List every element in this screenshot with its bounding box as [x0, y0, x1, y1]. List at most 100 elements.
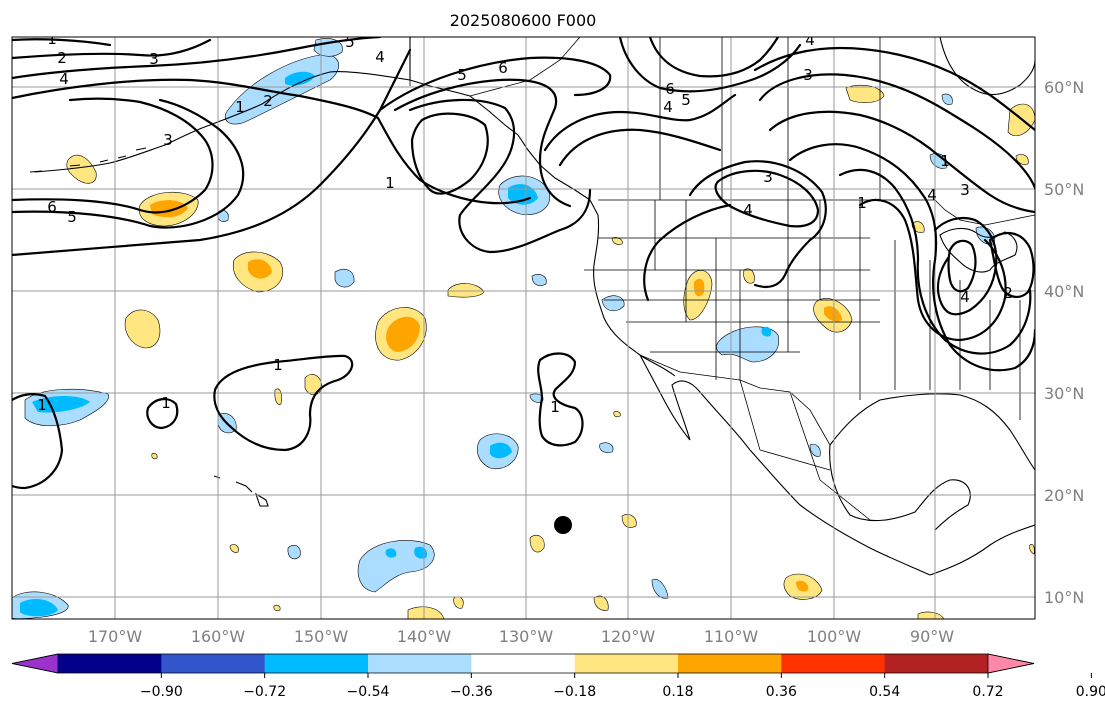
map-frame [11, 36, 1036, 620]
colorbar-tick-label: 0.36 [766, 684, 797, 700]
colorbar-tick-label: 0.18 [662, 684, 693, 700]
pos-blob-core [386, 316, 420, 352]
contour-label: 2 [1003, 284, 1013, 302]
contour-line [12, 38, 112, 47]
pos-blob [273, 604, 281, 612]
contour-label: 5 [681, 91, 691, 109]
contour-line [933, 216, 998, 316]
graticule [12, 37, 1035, 619]
colorbar-outline [11, 653, 1035, 674]
contour-label: 4 [927, 186, 937, 204]
neg-blob-core [385, 546, 428, 559]
neg-blob [601, 295, 625, 312]
contour-line [146, 398, 179, 430]
storm-center-marker [554, 516, 572, 534]
coastline-us-west [593, 214, 676, 377]
neg-blob-core [761, 326, 772, 337]
contour-line [947, 239, 977, 293]
contour-label: 6 [498, 59, 508, 77]
lon-label: 120°W [601, 627, 656, 646]
contour-label: 2 [57, 49, 67, 67]
lat-label: 30°N [1044, 384, 1084, 403]
latitude-labels: 60°N 50°N 40°N 30°N 20°N 10°N [1044, 78, 1084, 607]
contour-line [543, 93, 737, 152]
aleutian-islands [29, 147, 147, 173]
pos-blob [1015, 154, 1029, 165]
neg-blob [531, 274, 547, 286]
contour-line [12, 98, 245, 229]
lat-label: 60°N [1044, 78, 1084, 97]
contour-line [714, 169, 820, 228]
lon-label: 150°W [294, 627, 349, 646]
contour-line [12, 37, 382, 80]
pos-blob [529, 535, 545, 553]
map-area: 1 2 3 4 5 4 5 6 2 1 3 1 6 5 6 5 4 3 4 3 … [12, 30, 1035, 619]
contour-label: 3 [803, 66, 813, 84]
contour-line [643, 203, 732, 302]
colorbar-ticks: −0.90 −0.72 −0.54 −0.36 −0.18 0.18 0.36 0.54 0.7… [140, 673, 1105, 700]
contour-line [408, 98, 592, 254]
colorbar-extend-low [11, 653, 59, 674]
pos-blob [743, 268, 755, 284]
contour-label: 1 [273, 356, 283, 374]
contour-labels: 1 2 3 4 5 4 5 6 2 1 3 1 6 5 6 5 4 3 4 3 … [37, 30, 1013, 416]
neg-blob-core [20, 598, 58, 617]
contour-label: 3 [163, 131, 173, 149]
contour-line [537, 352, 584, 447]
coastline-gulf-of-mexico [829, 393, 1035, 471]
pos-blob [229, 544, 239, 553]
contour-label: 1 [47, 30, 57, 48]
contour-label: 4 [960, 288, 970, 306]
contour-label: 6 [47, 198, 57, 216]
colorbar-segment [58, 654, 162, 673]
contour-line [12, 97, 214, 214]
colorbar-segment [264, 654, 369, 673]
mexico-state-lines [739, 379, 871, 521]
colorbar-tick-label: −0.72 [243, 684, 286, 700]
colorbar-tick-label: 0.72 [972, 684, 1003, 700]
contour-line [988, 231, 1035, 298]
us-mexico-border [639, 354, 831, 446]
neg-blob [287, 544, 301, 560]
contour-label: 1 [161, 394, 171, 412]
contour-label: 1 [940, 152, 950, 170]
lon-label: 140°W [397, 627, 452, 646]
contour-label: 5 [67, 208, 77, 226]
lon-label: 110°W [704, 627, 759, 646]
pos-blob [1029, 544, 1035, 555]
colorbar-segment [884, 654, 989, 673]
colorbar-segment [574, 654, 679, 673]
neg-blob [809, 443, 821, 457]
lat-label: 50°N [1044, 180, 1084, 199]
hawaii-islands [213, 475, 269, 507]
contour-label: 3 [149, 50, 159, 68]
contour-line [768, 110, 1035, 214]
coastline-central-america [929, 524, 1035, 576]
contour-line [393, 78, 572, 208]
contour-line [410, 112, 489, 195]
neg-blob-core [490, 442, 512, 459]
pos-blob [124, 309, 161, 349]
colorbar-tick-label: 0.54 [869, 684, 900, 700]
colorbar-tick-label: 0.90 [1076, 684, 1105, 700]
contour-label: 2 [263, 92, 273, 110]
colorbar-extend-high [987, 653, 1035, 674]
coastline-mexico-east [829, 444, 971, 531]
contour-line [758, 73, 1035, 190]
lon-label: 100°W [807, 627, 862, 646]
map-title: 2025080600 F000 [450, 11, 597, 30]
colorbar-segment [471, 654, 576, 673]
contour-label: 4 [375, 48, 385, 66]
contour-label: 3 [960, 181, 970, 199]
contour-label: 1 [235, 98, 245, 116]
neg-blob [599, 442, 614, 453]
contour-label: 3 [763, 168, 773, 186]
alaska-canada-border [409, 37, 581, 97]
colorbar-tick-label: −0.36 [450, 684, 493, 700]
coastline-baja [639, 354, 931, 576]
lat-label: 40°N [1044, 282, 1084, 301]
lon-label: 130°W [499, 627, 554, 646]
contour-line [838, 168, 1032, 355]
pos-blob [613, 411, 621, 418]
